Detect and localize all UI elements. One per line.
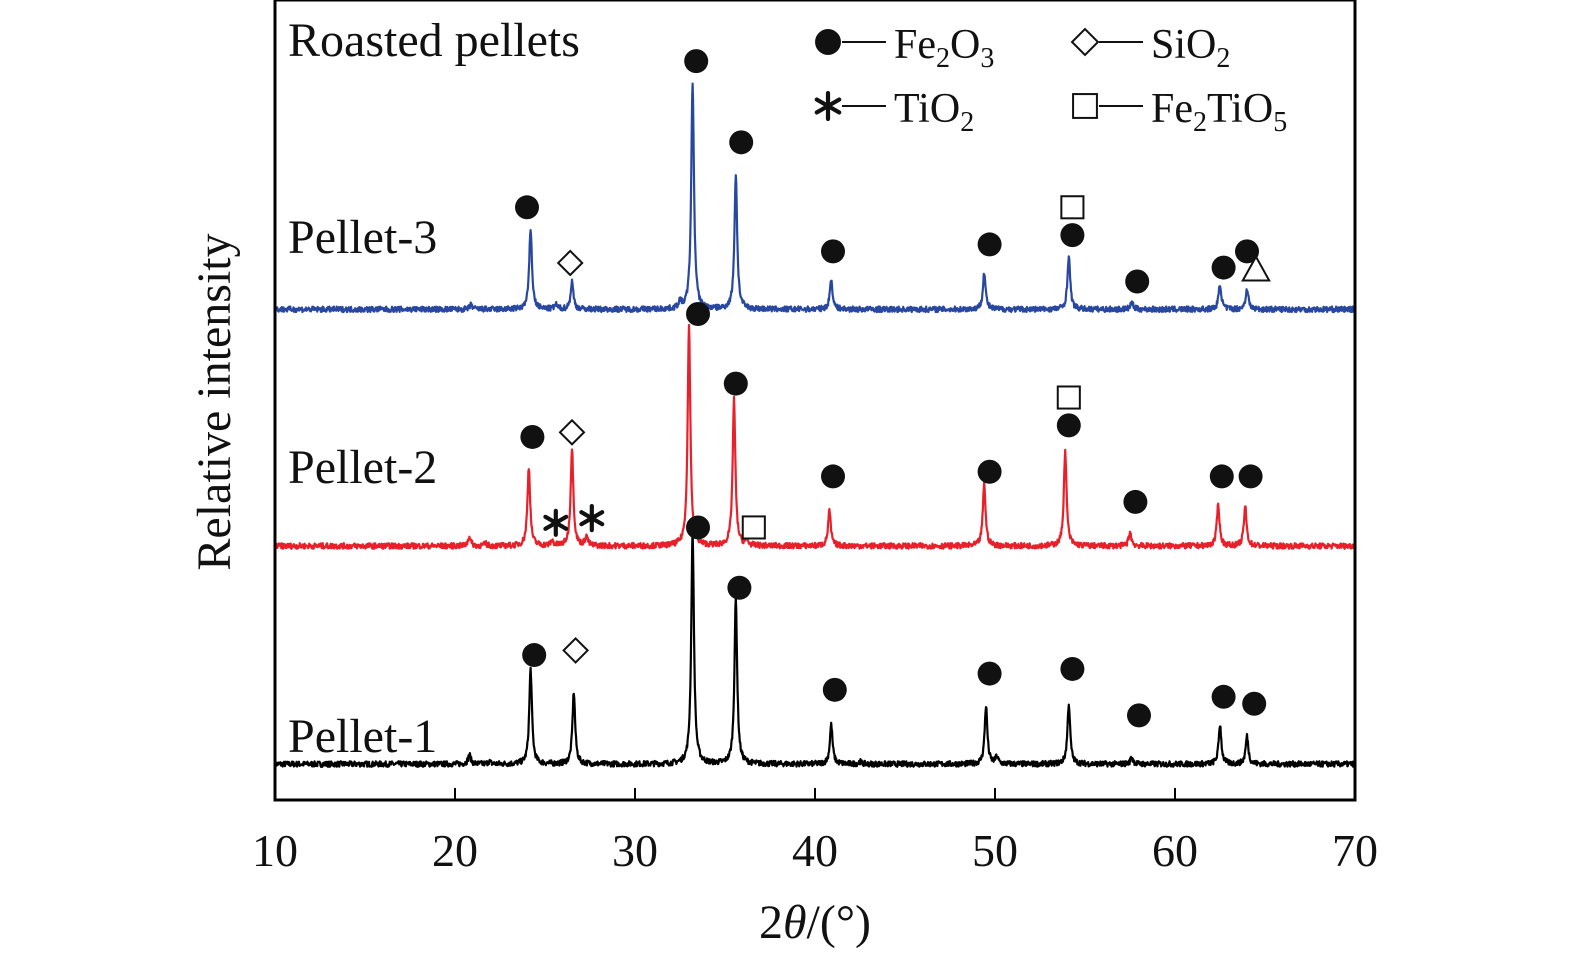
legend-label: Fe2O3	[894, 22, 994, 74]
legend-label-part: 2	[1193, 107, 1207, 138]
marker-filled-circle	[1235, 239, 1259, 264]
marker-filled-circle	[1211, 684, 1236, 709]
marker-filled-circle	[684, 49, 709, 74]
legend-label-part: SiO	[1151, 22, 1216, 68]
marker-filled-circle	[1211, 255, 1236, 280]
legend-item: Fe2O3	[815, 22, 994, 74]
legend-item: SiO2	[1070, 22, 1230, 74]
marker-filled-circle	[515, 195, 539, 220]
marker-filled-circle	[1242, 691, 1267, 716]
legend-label-part: 3	[980, 43, 994, 74]
x-axis-label: 2θ/(°)	[759, 896, 871, 949]
legend-label-part: 2	[1216, 43, 1230, 74]
marker-filled-circle	[815, 29, 841, 55]
marker-open-diamond	[1070, 27, 1100, 57]
marker-open-triangle	[1241, 254, 1271, 282]
legend-label-part: TiO	[1207, 86, 1273, 132]
series-label-pellet-2: Pellet-2	[288, 441, 437, 494]
x-tick-label: 40	[792, 825, 838, 876]
marker-asterisk	[814, 90, 842, 122]
marker-filled-circle	[686, 515, 710, 540]
legend-label-part: TiO	[894, 86, 960, 132]
marker-filled-circle	[1238, 464, 1263, 489]
marker-filled-circle	[727, 575, 752, 600]
series-layer	[273, 82, 1357, 768]
marker-filled-circle	[1209, 464, 1234, 489]
marker-open-square	[1060, 195, 1085, 220]
marker-filled-circle	[1123, 489, 1148, 514]
legend-item: Fe2TiO5	[1072, 86, 1287, 138]
marker-filled-circle	[977, 232, 1002, 257]
legend-label: Fe2TiO5	[1151, 86, 1287, 138]
marker-filled-circle	[977, 661, 1002, 686]
legend-label-part: Fe	[894, 22, 936, 68]
marker-layer	[515, 49, 1271, 728]
marker-filled-circle	[977, 459, 1002, 484]
x-tick-label: 10	[252, 825, 298, 876]
x-axis: 10 20 30 40 50 60 70	[252, 788, 1378, 876]
x-tick-label: 30	[612, 825, 658, 876]
series-label-pellet-3: Pellet-3	[288, 211, 437, 264]
marker-filled-circle	[723, 371, 748, 396]
x-tick-label: 60	[1152, 825, 1198, 876]
x-axis-label-theta: θ	[783, 896, 807, 949]
marker-filled-circle	[729, 130, 754, 155]
marker-asterisk	[579, 504, 605, 533]
marker-filled-circle	[1125, 269, 1150, 294]
legend-label-part: 5	[1273, 107, 1287, 138]
marker-filled-circle	[821, 464, 845, 489]
legend-label: TiO2	[894, 86, 974, 138]
x-axis-label-pre: 2	[759, 896, 783, 949]
marker-filled-circle	[522, 643, 547, 668]
marker-filled-circle	[1060, 656, 1085, 681]
marker-open-square	[1056, 385, 1081, 410]
x-axis-label-post: /(°)	[807, 896, 872, 949]
marker-open-square	[741, 515, 766, 540]
y-axis-label: Relative intensity	[188, 233, 241, 570]
marker-filled-circle	[822, 677, 847, 702]
x-tick-label: 50	[972, 825, 1018, 876]
marker-filled-circle	[1060, 223, 1085, 248]
legend-label: SiO2	[1151, 22, 1230, 74]
marker-filled-circle	[1056, 413, 1081, 438]
marker-open-diamond	[556, 249, 584, 277]
marker-open-diamond	[562, 636, 590, 664]
marker-open-diamond	[558, 418, 586, 446]
legend-label-part: O	[950, 22, 980, 68]
legend-label-part: Fe	[1151, 86, 1193, 132]
marker-open-square	[1072, 93, 1098, 119]
legend-item: TiO2	[814, 86, 974, 138]
series-labels: Pellet-1 Pellet-2 Pellet-3	[288, 211, 437, 763]
chart-title: Roasted pellets	[288, 14, 580, 67]
marker-filled-circle	[686, 302, 710, 326]
x-tick-label: 20	[432, 825, 478, 876]
marker-filled-circle	[821, 239, 845, 264]
series-line-pellet-2	[274, 323, 1357, 550]
marker-filled-circle	[1127, 703, 1151, 728]
series-line-pellet-3	[273, 82, 1357, 314]
series-line-pellet-1	[273, 528, 1357, 768]
marker-filled-circle	[520, 424, 545, 449]
x-tick-label: 70	[1332, 825, 1378, 876]
legend-label-part: 2	[936, 43, 950, 74]
legend-label-part: 2	[960, 107, 974, 138]
series-label-pellet-1: Pellet-1	[288, 710, 437, 763]
marker-asterisk	[543, 508, 569, 537]
